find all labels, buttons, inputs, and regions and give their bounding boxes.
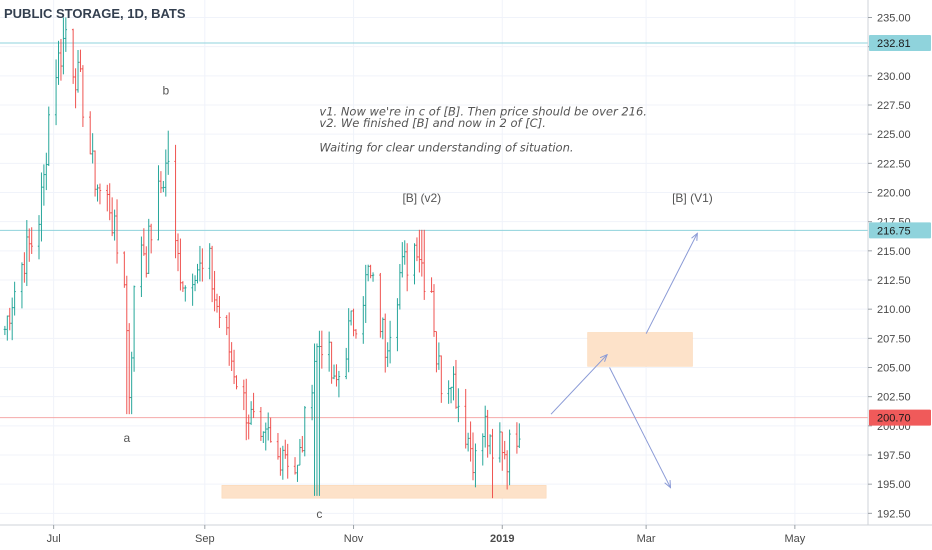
y-tick-label: 195.00 — [877, 479, 911, 491]
x-tick-label: Nov — [344, 533, 364, 545]
y-tick-label: 210.00 — [877, 304, 911, 316]
projection-arrow[interactable] — [550, 355, 607, 415]
price-badge-label: 216.75 — [877, 225, 911, 237]
analysis-note: Waiting for clear understanding of situa… — [319, 141, 573, 155]
zone-rect[interactable] — [221, 485, 547, 499]
y-tick-label: 192.50 — [877, 508, 911, 520]
wave-label: [B] (V1) — [672, 191, 713, 205]
y-tick-label: 222.50 — [877, 158, 911, 170]
price-badge-label: 200.70 — [877, 413, 911, 425]
analysis-note: v2. We finished [B] and now in 2 of [C]. — [319, 116, 545, 130]
plot-background — [0, 0, 868, 525]
notes: v1. Now we're in c of [B]. Then price sh… — [319, 105, 647, 155]
projection-arrows — [550, 233, 697, 488]
x-tick-label: Sep — [195, 533, 215, 545]
price-badge — [869, 222, 931, 239]
price-badge — [869, 35, 931, 52]
y-tick-label: 230.00 — [877, 71, 911, 83]
y-tick-label: 227.50 — [877, 100, 911, 112]
zones — [221, 332, 693, 499]
wave-label: c — [316, 507, 322, 521]
time-axis[interactable]: Jul Sep Nov 2019 Mar May — [47, 525, 806, 545]
y-tick-label: 212.50 — [877, 275, 911, 287]
y-tick-label: 205.00 — [877, 363, 911, 375]
price-badge-label: 232.81 — [877, 38, 911, 50]
price-badge — [869, 409, 931, 426]
y-tick-label: 215.00 — [877, 246, 911, 258]
y-tick-label: 207.50 — [877, 333, 911, 345]
x-tick-label: May — [784, 533, 805, 545]
horizontal-lines — [0, 42, 868, 419]
wave-label: b — [162, 84, 169, 98]
x-tick-label: Mar — [637, 533, 656, 545]
x-tick-label: Jul — [47, 533, 61, 545]
price-badges: 232.81 216.75 200.70 — [869, 35, 931, 426]
projection-arrow[interactable] — [609, 367, 671, 488]
y-tick-label: 197.50 — [877, 450, 911, 462]
wave-label: [B] (v2) — [402, 191, 441, 205]
analysis-note: v1. Now we're in c of [B]. Then price sh… — [319, 105, 647, 119]
price-bars — [3, 17, 521, 499]
annotations: b a c [B] (v2) [B] (V1) — [123, 84, 712, 522]
x-tick-label: 2019 — [490, 533, 514, 545]
y-tick-label: 202.50 — [877, 392, 911, 404]
y-tick-label: 220.00 — [877, 188, 911, 200]
wave-label: a — [123, 431, 130, 445]
price-axis[interactable]: 192.50195.00197.50200.00202.50205.00207.… — [868, 13, 911, 521]
zone-rect[interactable] — [587, 332, 693, 367]
y-tick-label: 235.00 — [877, 13, 911, 25]
chart-title: PUBLIC STORAGE, 1D, BATS — [4, 6, 186, 21]
y-tick-label: 225.00 — [877, 129, 911, 141]
projection-arrow[interactable] — [645, 233, 697, 334]
